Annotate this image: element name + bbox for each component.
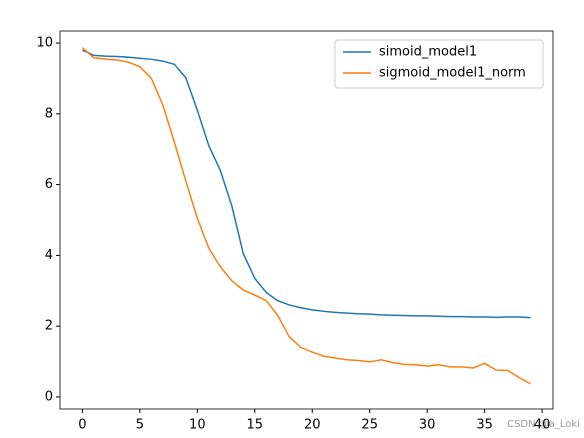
y-tick-label: 4	[45, 248, 53, 263]
y-tick-label: 6	[45, 177, 53, 192]
line-series	[82, 49, 531, 319]
legend-label: simoid_model1	[379, 45, 477, 60]
x-tick-label: 10	[189, 418, 206, 433]
legend-box	[334, 39, 544, 89]
x-tick-label: 35	[476, 418, 493, 433]
legend-label: sigmoid_model1_norm	[379, 66, 526, 81]
y-tick-label: 0	[45, 389, 53, 404]
axes-frame	[59, 30, 554, 410]
x-tick-label: 25	[361, 418, 378, 433]
x-tick-label: 20	[304, 418, 321, 433]
x-tick-label: 0	[78, 418, 86, 433]
watermark: CSDN @a_Loki	[507, 419, 580, 430]
y-tick-label: 2	[45, 319, 53, 334]
y-tick-label: 10	[36, 36, 53, 51]
line-series	[81, 47, 531, 385]
x-tick-label: 15	[247, 418, 264, 433]
y-tick-label: 8	[45, 106, 53, 121]
legend: simoid_model1 sigmoid_model1_norm	[334, 39, 544, 89]
x-tick-label: 30	[419, 418, 436, 433]
x-tick-label: 5	[136, 418, 144, 433]
x-tick-label: 40	[534, 418, 551, 433]
